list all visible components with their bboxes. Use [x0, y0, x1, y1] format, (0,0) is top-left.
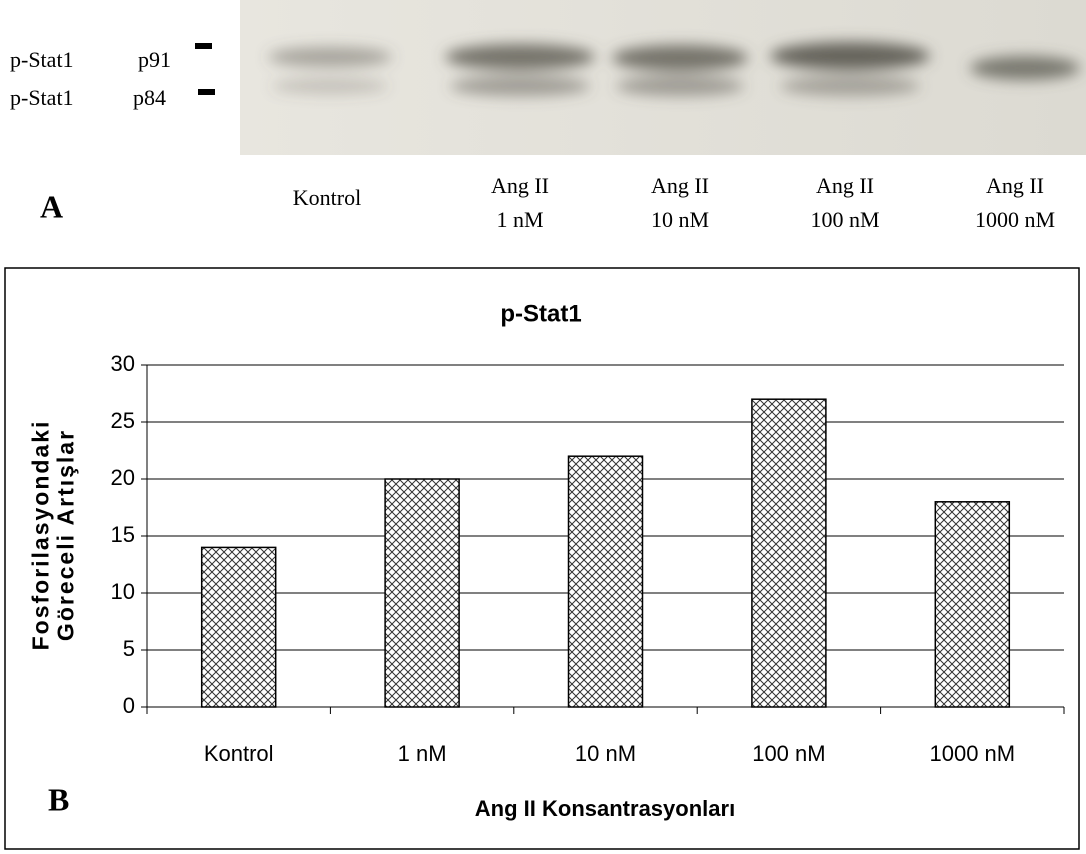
lane-label: 10 nM	[651, 207, 709, 232]
chart-frame	[4, 267, 1080, 850]
bar	[384, 478, 460, 708]
x-tick-label: 1000 nM	[929, 741, 1015, 766]
y-tick-label: 5	[123, 636, 135, 661]
band-marker	[198, 89, 215, 95]
band-label: p-Stat1	[10, 85, 74, 110]
y-tick-label: 20	[111, 465, 135, 490]
y-tick-label: 30	[111, 351, 135, 376]
panel-label: B	[48, 781, 69, 817]
x-tick-label: 10 nM	[575, 741, 636, 766]
lane-label: Ang II	[816, 173, 874, 198]
y-tick-label: 0	[123, 693, 135, 718]
y-axis-title-line: Göreceli Artışlar	[53, 429, 79, 641]
band-marker	[195, 43, 212, 49]
bar	[751, 398, 827, 708]
band-label: p-Stat1	[10, 47, 74, 72]
band-label: p84	[133, 85, 166, 110]
chart-title: p-Stat1	[500, 300, 581, 327]
y-tick-label: 10	[111, 579, 135, 604]
bar	[567, 455, 644, 708]
blot-image	[240, 0, 1086, 155]
y-axis-title: Fosforilasyondaki Göreceli Artışlar	[28, 420, 79, 651]
lane-label: Kontrol	[293, 185, 361, 210]
lane-label: 1000 nM	[975, 207, 1055, 232]
x-tick-label: 100 nM	[752, 741, 825, 766]
lane-label: 1 nM	[496, 207, 543, 232]
lane-label: Ang II	[651, 173, 709, 198]
lane-label: 100 nM	[810, 207, 879, 232]
y-axis-title-line: Fosforilasyondaki	[28, 420, 54, 651]
x-axis-title: Ang II Konsantrasyonları	[475, 796, 735, 821]
x-tick-label: 1 nM	[398, 741, 447, 766]
y-tick-label: 25	[111, 408, 135, 433]
lane-label: Ang II	[491, 173, 549, 198]
y-tick-label: 15	[111, 522, 135, 547]
lane-label: Ang II	[986, 173, 1044, 198]
bar	[934, 501, 1011, 708]
band-label: p91	[138, 47, 171, 72]
panel-label: A	[40, 188, 63, 224]
bar	[200, 546, 277, 708]
x-tick-label: Kontrol	[204, 741, 274, 766]
